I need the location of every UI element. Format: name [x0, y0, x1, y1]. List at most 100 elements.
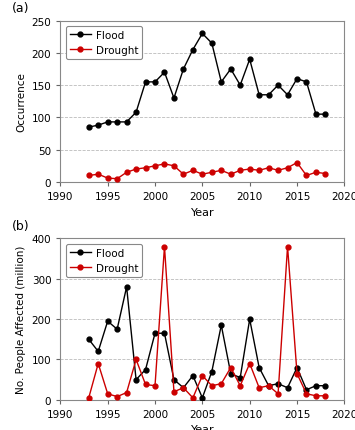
- Drought: [115, 394, 119, 399]
- Flood: [96, 123, 100, 129]
- Drought: [153, 383, 157, 388]
- Flood: [276, 83, 280, 89]
- Line: Drought: Drought: [86, 161, 328, 182]
- Drought: [238, 383, 242, 388]
- Flood: [162, 331, 166, 336]
- Drought: [162, 162, 166, 167]
- Text: (b): (b): [12, 219, 30, 233]
- Drought: [143, 166, 148, 171]
- Drought: [210, 170, 214, 175]
- Flood: [172, 96, 176, 101]
- Drought: [191, 395, 195, 400]
- Drought: [87, 173, 91, 178]
- Flood: [276, 381, 280, 387]
- X-axis label: Year: Year: [191, 424, 214, 430]
- Drought: [115, 177, 119, 182]
- Flood: [153, 80, 157, 85]
- Drought: [304, 391, 308, 396]
- Drought: [125, 390, 129, 395]
- Y-axis label: No. People Affected (million): No. People Affected (million): [16, 246, 26, 393]
- Flood: [247, 317, 252, 322]
- Flood: [181, 385, 186, 390]
- Flood: [87, 125, 91, 130]
- Drought: [172, 389, 176, 394]
- Flood: [153, 331, 157, 336]
- Flood: [143, 367, 148, 372]
- Flood: [285, 385, 290, 390]
- Flood: [219, 323, 223, 328]
- Drought: [295, 371, 299, 376]
- Line: Flood: Flood: [86, 32, 328, 130]
- Flood: [323, 383, 328, 388]
- Flood: [191, 48, 195, 53]
- Drought: [229, 172, 233, 177]
- Drought: [285, 166, 290, 171]
- Drought: [181, 172, 186, 177]
- Flood: [219, 80, 223, 85]
- Flood: [125, 120, 129, 125]
- Drought: [229, 365, 233, 370]
- Drought: [247, 361, 252, 366]
- Flood: [229, 67, 233, 72]
- Flood: [200, 395, 204, 400]
- Flood: [172, 377, 176, 382]
- Legend: Flood, Drought: Flood, Drought: [66, 27, 142, 60]
- Flood: [257, 93, 261, 98]
- Flood: [200, 32, 204, 37]
- Flood: [210, 369, 214, 374]
- Drought: [96, 172, 100, 177]
- Drought: [96, 361, 100, 366]
- Drought: [134, 167, 138, 172]
- Flood: [229, 371, 233, 376]
- Flood: [247, 58, 252, 63]
- Flood: [181, 67, 186, 72]
- Drought: [276, 169, 280, 174]
- Legend: Flood, Drought: Flood, Drought: [66, 244, 142, 277]
- Flood: [267, 93, 271, 98]
- Drought: [276, 391, 280, 396]
- Flood: [134, 111, 138, 116]
- Flood: [210, 41, 214, 46]
- Drought: [105, 391, 110, 396]
- Flood: [323, 112, 328, 117]
- X-axis label: Year: Year: [191, 207, 214, 217]
- Flood: [238, 83, 242, 89]
- Drought: [219, 381, 223, 387]
- Flood: [238, 375, 242, 381]
- Text: (a): (a): [12, 2, 29, 15]
- Line: Flood: Flood: [86, 285, 328, 400]
- Drought: [210, 383, 214, 388]
- Drought: [247, 167, 252, 172]
- Flood: [257, 365, 261, 370]
- Drought: [238, 169, 242, 174]
- Drought: [314, 170, 318, 175]
- Flood: [295, 77, 299, 82]
- Flood: [115, 327, 119, 332]
- Drought: [314, 393, 318, 399]
- Drought: [304, 173, 308, 178]
- Drought: [172, 164, 176, 169]
- Drought: [105, 176, 110, 181]
- Flood: [134, 377, 138, 382]
- Drought: [134, 357, 138, 362]
- Flood: [115, 120, 119, 125]
- Flood: [314, 112, 318, 117]
- Drought: [191, 169, 195, 174]
- Drought: [143, 382, 148, 387]
- Drought: [267, 383, 271, 388]
- Drought: [200, 373, 204, 378]
- Drought: [267, 166, 271, 171]
- Flood: [304, 387, 308, 393]
- Drought: [181, 385, 186, 390]
- Flood: [105, 319, 110, 324]
- Drought: [285, 244, 290, 249]
- Line: Drought: Drought: [86, 245, 328, 400]
- Drought: [219, 169, 223, 174]
- Flood: [314, 383, 318, 388]
- Y-axis label: Occurrence: Occurrence: [16, 72, 26, 132]
- Flood: [295, 365, 299, 370]
- Drought: [87, 395, 91, 400]
- Flood: [105, 120, 110, 125]
- Flood: [125, 285, 129, 290]
- Drought: [153, 164, 157, 169]
